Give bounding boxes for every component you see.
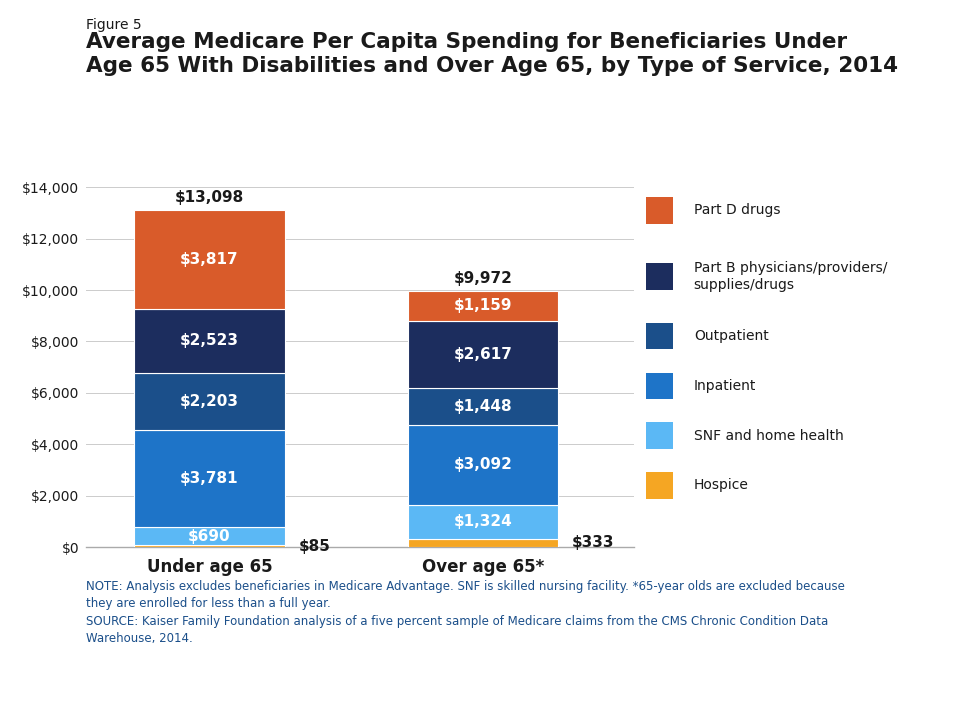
Text: $1,448: $1,448	[454, 399, 513, 414]
Text: $333: $333	[572, 536, 614, 550]
Bar	[408, 505, 559, 539]
Text: Part B physicians/providers/
supplies/drugs: Part B physicians/providers/ supplies/dr…	[694, 261, 887, 292]
Text: $1,324: $1,324	[454, 514, 513, 529]
Text: $3,781: $3,781	[180, 471, 239, 486]
Bar	[646, 373, 673, 399]
Bar	[646, 423, 673, 449]
Text: Average Medicare Per Capita Spending for Beneficiaries Under
Age 65 With Disabil: Average Medicare Per Capita Spending for…	[86, 32, 899, 76]
Bar	[408, 320, 559, 388]
Text: $2,617: $2,617	[454, 347, 513, 361]
Bar	[408, 291, 559, 320]
Bar	[408, 388, 559, 425]
Bar	[646, 197, 673, 224]
Text: Inpatient: Inpatient	[694, 379, 756, 393]
Text: FOUNDATION: FOUNDATION	[851, 680, 897, 686]
Bar	[134, 210, 285, 308]
Text: Part D drugs: Part D drugs	[694, 203, 780, 217]
Text: THE HENRY J.: THE HENRY J.	[852, 619, 895, 624]
Text: $13,098: $13,098	[175, 190, 244, 205]
Text: $3,092: $3,092	[454, 457, 513, 472]
Text: $690: $690	[188, 528, 230, 544]
Bar	[408, 425, 559, 505]
Bar	[408, 539, 559, 547]
Text: Outpatient: Outpatient	[694, 329, 769, 343]
Text: NOTE: Analysis excludes beneficiaries in Medicare Advantage. SNF is skilled nurs: NOTE: Analysis excludes beneficiaries in…	[86, 580, 845, 645]
Text: FAMILY: FAMILY	[844, 655, 903, 670]
Text: $1,159: $1,159	[454, 298, 513, 313]
Bar	[134, 308, 285, 374]
Text: Figure 5: Figure 5	[86, 18, 142, 32]
Text: $2,523: $2,523	[180, 333, 239, 348]
Bar	[134, 374, 285, 430]
Text: Hospice: Hospice	[694, 478, 749, 492]
Bar	[646, 264, 673, 290]
Text: KAISER: KAISER	[843, 635, 904, 649]
Text: $3,817: $3,817	[180, 252, 239, 267]
Bar	[134, 527, 285, 545]
Bar	[646, 323, 673, 349]
Text: $85: $85	[299, 539, 330, 554]
Text: $9,972: $9,972	[454, 271, 513, 286]
Bar	[646, 472, 673, 498]
Bar	[134, 545, 285, 547]
Text: $2,203: $2,203	[180, 395, 239, 409]
Text: SNF and home health: SNF and home health	[694, 428, 844, 443]
Bar	[134, 430, 285, 527]
